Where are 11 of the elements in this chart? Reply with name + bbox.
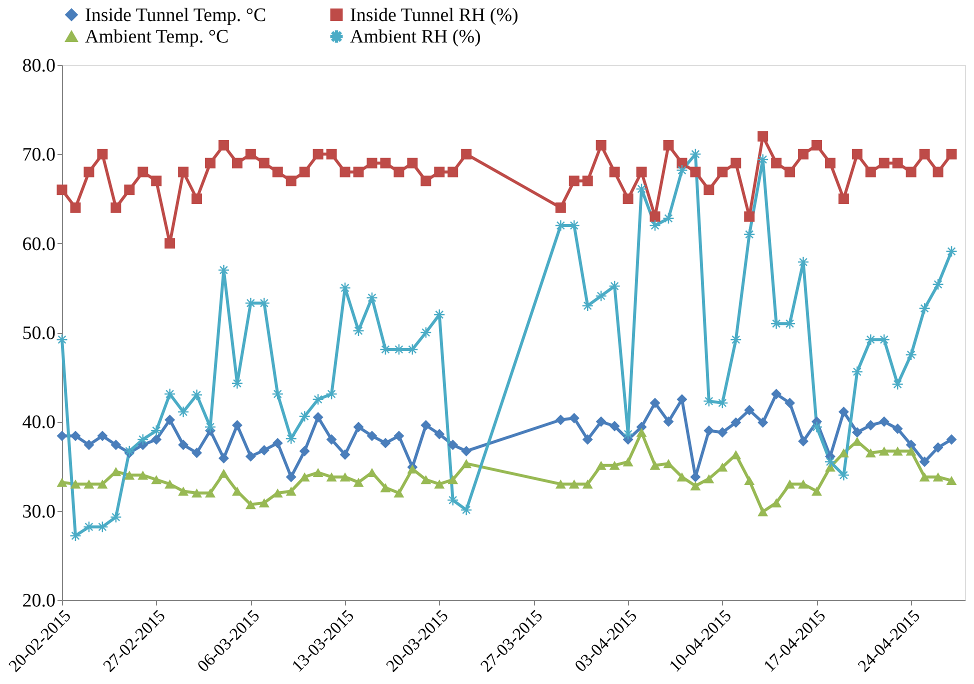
y-tick-label: 20.0 — [22, 590, 56, 612]
y-tick-label: 60.0 — [22, 234, 56, 255]
y-tick-label: 80.0 — [22, 56, 56, 76]
legend-label: Ambient RH (%) — [350, 26, 481, 48]
legend-label: Ambient Temp. °C — [85, 26, 229, 48]
legend-label: Inside Tunnel RH (%) — [350, 4, 518, 26]
legend-label: Inside Tunnel Temp. °C — [85, 4, 266, 26]
y-tick-label: 40.0 — [22, 412, 56, 434]
y-tick-label: 30.0 — [22, 501, 56, 522]
y-tick-label: 50.0 — [22, 323, 56, 344]
y-tick-label: 70.0 — [22, 144, 56, 166]
